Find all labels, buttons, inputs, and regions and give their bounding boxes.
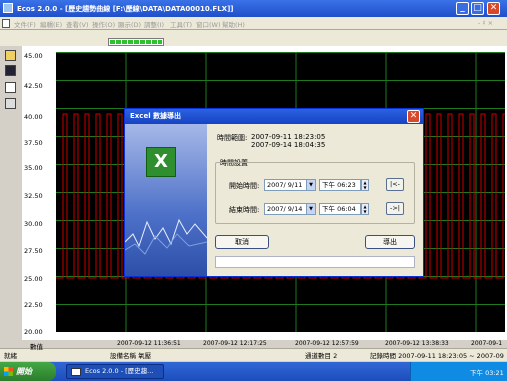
y-tick-label: 32.50 <box>24 192 43 200</box>
dialog-title: Excel 數據導出 <box>130 112 182 120</box>
cancel-button[interactable]: 取消 <box>215 235 269 249</box>
x-tick-label: 2007-09-12 11:36:51 <box>117 340 181 347</box>
left-tool-strip <box>0 46 22 350</box>
y-tick-label: 20.00 <box>24 328 43 336</box>
menu-operate[interactable]: 操作(O) <box>92 21 116 29</box>
y-tick-top: 45.00 <box>24 52 43 60</box>
system-tray <box>410 362 507 381</box>
taskbar-app-label: Ecos 2.0.0 - [歷史趨... <box>85 367 154 375</box>
tray-clock[interactable]: 下午 03:21 <box>470 369 504 377</box>
taskbar-app-button[interactable]: Ecos 2.0.0 - [歷史趨... <box>66 364 164 379</box>
status-channel: 通道數目 2 <box>305 352 338 360</box>
end-date-value: 2007/ 9/14 <box>267 205 303 213</box>
start-date-value: 2007/ 9/11 <box>267 181 303 189</box>
start-jump-button[interactable]: |<- <box>386 178 404 191</box>
y-tick-label: 40.00 <box>24 113 43 121</box>
start-time-field[interactable]: 下午 06:23 <box>319 179 361 191</box>
menu-window[interactable]: 窗口(W) <box>196 21 221 29</box>
time-settings-label: 時間設置 <box>219 158 249 168</box>
maximize-button[interactable]: □ <box>471 2 484 15</box>
x-tick-label: 2007-09-12 12:17:25 <box>203 340 267 347</box>
start-button[interactable]: 開始 <box>0 362 56 381</box>
monitor-icon[interactable] <box>5 65 16 76</box>
app-icon <box>3 3 13 13</box>
toolbar <box>0 30 507 46</box>
y-tick-label: 25.00 <box>24 275 43 283</box>
x-tick-label: 2007-09-12 12:57:59 <box>295 340 359 347</box>
load-progress-bar <box>108 38 164 46</box>
y-tick-label: 22.50 <box>24 301 43 309</box>
y-tick-label: 27.50 <box>24 247 43 255</box>
mdi-controls[interactable]: - ♯ × <box>478 19 494 27</box>
windows-logo-icon <box>4 367 13 376</box>
waveform-graphic <box>125 218 207 255</box>
x-tick-label: 2007-09-12 13:38:33 <box>385 340 449 347</box>
menu-file[interactable]: 文件(F) <box>14 21 36 29</box>
menu-bar: 文件(F) 編輯(E) 查看(V) 操作(O) 顯示(D) 調整(I) 工具(T… <box>0 17 507 30</box>
time-range-end: 2007-09-14 18:04:35 <box>251 141 326 149</box>
menu-tools[interactable]: 工具(T) <box>170 21 193 29</box>
menu-adjust[interactable]: 調整(I) <box>144 21 164 29</box>
dialog-titlebar[interactable]: Excel 數據導出 ✕ <box>125 109 423 124</box>
app-window-icon <box>71 368 81 376</box>
status-ready: 就緒 <box>4 352 17 360</box>
menu-display[interactable]: 顯示(D) <box>118 21 142 29</box>
end-jump-button[interactable]: ->| <box>386 202 404 215</box>
time-range-label: 時間範圍: <box>217 134 248 142</box>
export-button[interactable]: 導出 <box>365 235 415 249</box>
start-time-label: 開始時間: <box>229 182 260 190</box>
export-progress-bar <box>215 256 415 268</box>
value-label: 數值 <box>30 343 43 351</box>
load-progress-fill <box>110 40 162 44</box>
excel-export-dialog: Excel 數據導出 ✕ X 時間範圍: 2007-09-11 18:23:05… <box>124 108 424 277</box>
status-device: 設備名稱 氧壓 <box>110 352 152 360</box>
time-settings-group <box>215 162 415 224</box>
dialog-close-button[interactable]: ✕ <box>407 110 420 123</box>
end-time-spinner[interactable]: ▲ ▼ <box>361 203 369 215</box>
start-label: 開始 <box>16 367 32 376</box>
menu-help[interactable]: 幫助(H) <box>222 21 245 29</box>
dialog-side-graphic: X <box>125 124 207 276</box>
x-tick-label: 2007-09-1 <box>471 340 503 347</box>
status-bar <box>0 348 507 361</box>
y-tick-label: 37.50 <box>24 139 43 147</box>
document-icon <box>2 19 10 28</box>
end-time-field[interactable]: 下午 06:04 <box>319 203 361 215</box>
time-range-start: 2007-09-11 18:23:05 <box>251 133 326 141</box>
end-time-label: 結束時間: <box>229 206 260 214</box>
open-folder-icon[interactable] <box>5 50 16 61</box>
taskbar: 開始 Ecos 2.0.0 - [歷史趨... 下午 03:21 <box>0 362 507 381</box>
chevron-down-icon[interactable]: ▼ <box>306 180 315 190</box>
end-date-picker[interactable]: 2007/ 9/14 ▼ <box>264 203 316 215</box>
document-page-icon[interactable] <box>5 82 16 93</box>
menu-edit[interactable]: 編輯(E) <box>40 21 63 29</box>
window-titlebar[interactable]: Ecos 2.0.0 - [歷史趨勢曲線 [F:\歷線\DATA\DATA000… <box>0 0 507 17</box>
y-tick-label: 30.00 <box>24 220 43 228</box>
y-tick-label: 42.50 <box>24 82 43 90</box>
minimize-button[interactable]: _ <box>456 2 469 15</box>
menu-view[interactable]: 查看(V) <box>66 21 89 29</box>
window-title: Ecos 2.0.0 - [歷史趨勢曲線 [F:\歷線\DATA\DATA000… <box>17 5 234 13</box>
excel-icon: X <box>146 147 176 177</box>
chevron-down-icon[interactable]: ▼ <box>306 204 315 214</box>
list-view-icon[interactable] <box>5 98 16 109</box>
close-window-button[interactable]: ✕ <box>487 2 500 15</box>
y-tick-label: 35.00 <box>24 164 43 172</box>
start-time-spinner[interactable]: ▲ ▼ <box>361 179 369 191</box>
status-record-time: 記錄時間 2007-09-11 18:23:05 ~ 2007-09 <box>370 352 504 360</box>
start-date-picker[interactable]: 2007/ 9/11 ▼ <box>264 179 316 191</box>
